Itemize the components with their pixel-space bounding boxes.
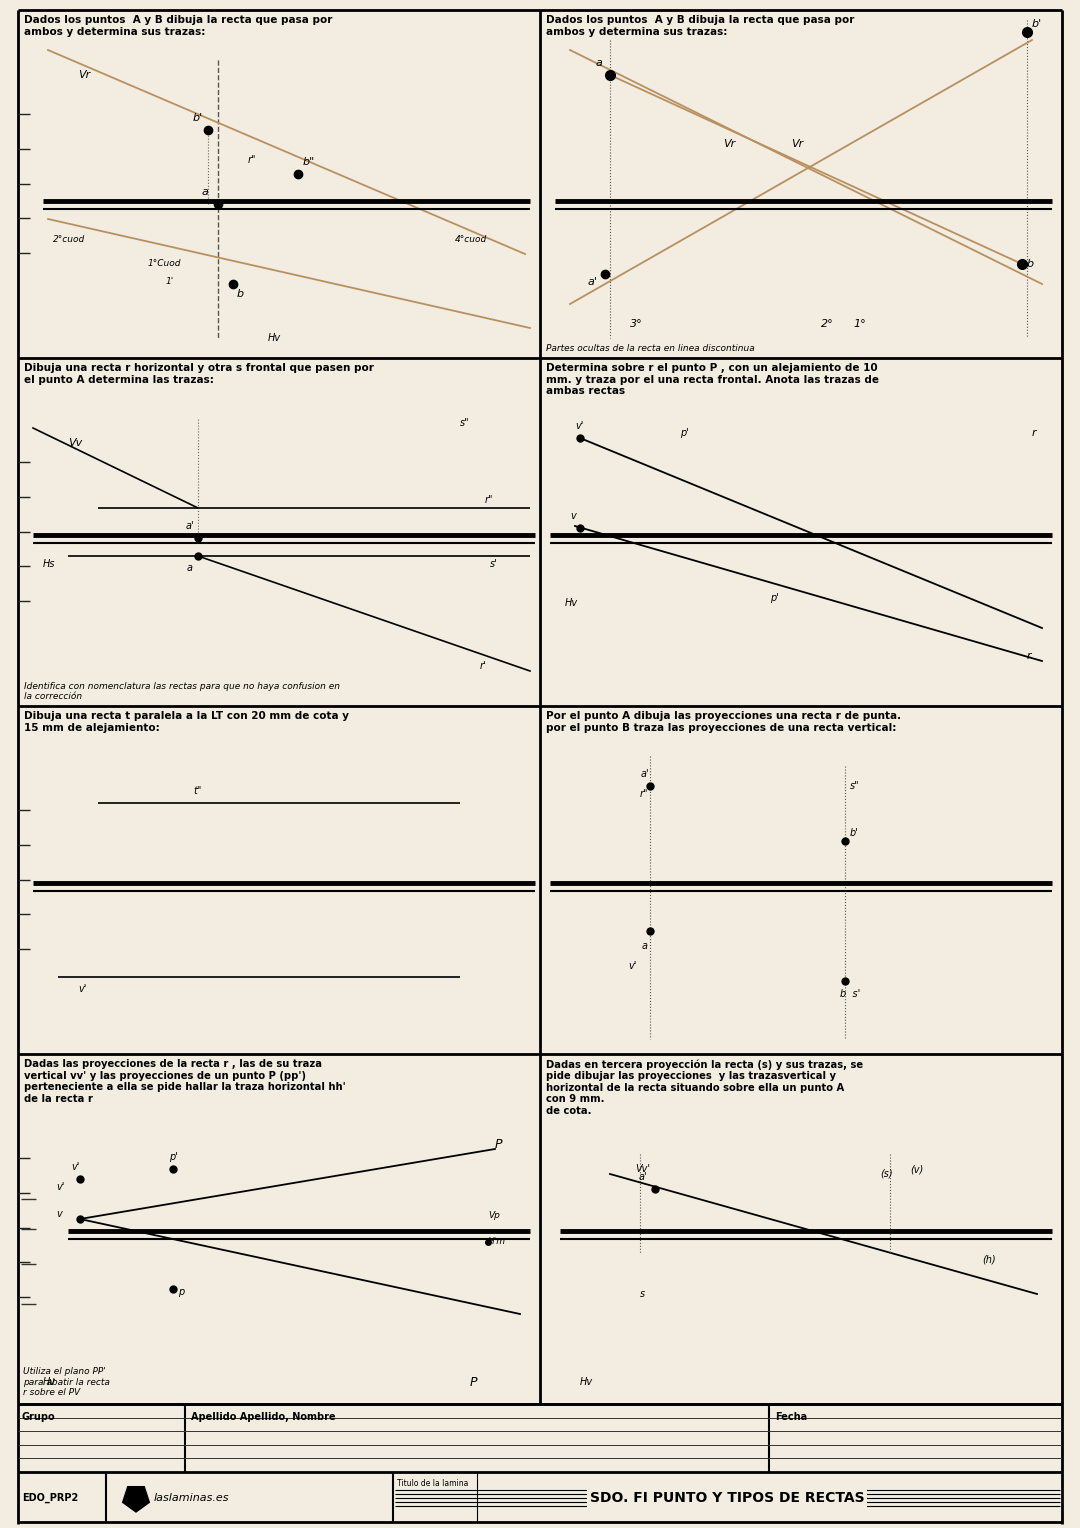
Text: Dados los puntos  A y B dibuja la recta que pasa por
ambos y determina sus traza: Dados los puntos A y B dibuja la recta q… xyxy=(24,15,333,37)
Text: s': s' xyxy=(490,559,498,568)
Text: Utiliza el plano PP'
para abatir la recta
r sobre el PV: Utiliza el plano PP' para abatir la rect… xyxy=(23,1368,110,1397)
Text: r: r xyxy=(1032,428,1037,439)
Text: r': r' xyxy=(480,662,487,671)
Text: v': v' xyxy=(575,422,583,431)
Text: 2°: 2° xyxy=(821,319,834,329)
Text: 2°cuod: 2°cuod xyxy=(53,234,85,243)
Text: r": r" xyxy=(485,495,494,504)
Text: 1°: 1° xyxy=(853,319,866,329)
Text: a: a xyxy=(201,186,208,197)
Text: a': a' xyxy=(638,1172,647,1183)
Text: b': b' xyxy=(1032,18,1042,29)
Text: Hv: Hv xyxy=(43,1377,56,1387)
Text: s": s" xyxy=(850,781,860,792)
Text: a': a' xyxy=(588,277,597,287)
Text: Identifica con nomenclatura las rectas para que no haya confusion en
la correcci: Identifica con nomenclatura las rectas p… xyxy=(24,681,340,701)
Text: (v): (v) xyxy=(910,1164,923,1174)
Text: v: v xyxy=(56,1209,62,1219)
Text: Hv: Hv xyxy=(268,333,281,342)
Text: b  s': b s' xyxy=(840,989,861,999)
Text: a': a' xyxy=(186,521,194,532)
Text: b': b' xyxy=(193,113,203,122)
Text: Grupo: Grupo xyxy=(22,1412,56,1423)
Text: t": t" xyxy=(193,785,201,796)
Text: Hs: Hs xyxy=(43,559,55,568)
Text: Vr: Vr xyxy=(78,70,91,79)
Text: r": r" xyxy=(640,788,648,799)
Text: b: b xyxy=(237,289,244,299)
Text: p': p' xyxy=(680,428,689,439)
Text: Determina sobre r el punto P , con un alejamiento de 10
mm. y traza por el una r: Determina sobre r el punto P , con un al… xyxy=(546,364,879,396)
Text: a: a xyxy=(595,58,602,69)
Text: Dadas las proyecciones de la recta r , las de su traza
vertical vv' y las proyec: Dadas las proyecciones de la recta r , l… xyxy=(24,1059,346,1103)
Text: SDO. FI PUNTO Y TIPOS DE RECTAS: SDO. FI PUNTO Y TIPOS DE RECTAS xyxy=(590,1491,864,1505)
Text: Dadas en tercera proyección la recta (s) y sus trazas, se
pide dibujar las proye: Dadas en tercera proyección la recta (s)… xyxy=(546,1059,863,1115)
Text: (h): (h) xyxy=(982,1254,996,1264)
Text: Dibuja una recta t paralela a la LT con 20 mm de cota y
15 mm de alejamiento:: Dibuja una recta t paralela a la LT con … xyxy=(24,711,349,732)
Text: a': a' xyxy=(640,769,649,779)
Text: v': v' xyxy=(627,961,636,970)
Text: Vp: Vp xyxy=(488,1212,500,1221)
Text: Apellido Apellido, Nombre: Apellido Apellido, Nombre xyxy=(191,1412,336,1423)
Text: Titulo de la lamina: Titulo de la lamina xyxy=(397,1479,469,1488)
Text: r": r" xyxy=(248,154,257,165)
Text: Dados los puntos  A y B dibuja la recta que pasa por
ambos y determina sus traza: Dados los puntos A y B dibuja la recta q… xyxy=(546,15,854,37)
Text: SDO. FI PUNTO Y TIPOS DE RECTAS: SDO. FI PUNTO Y TIPOS DE RECTAS xyxy=(590,1491,864,1505)
Text: b: b xyxy=(1027,260,1035,269)
Polygon shape xyxy=(123,1487,149,1513)
Text: b": b" xyxy=(303,157,315,167)
Text: r: r xyxy=(1027,651,1031,662)
Text: P: P xyxy=(470,1375,477,1389)
Text: 1': 1' xyxy=(166,278,174,287)
Text: Fecha: Fecha xyxy=(775,1412,807,1423)
Text: H'm: H'm xyxy=(488,1238,507,1247)
Text: Partes ocultas de la recta en linea discontinua: Partes ocultas de la recta en linea disc… xyxy=(546,344,755,353)
Text: p: p xyxy=(178,1287,185,1297)
Text: 4°cuod: 4°cuod xyxy=(455,234,487,243)
Text: Vv: Vv xyxy=(68,439,82,448)
Text: Vr: Vr xyxy=(723,139,735,150)
Text: Hv: Hv xyxy=(580,1377,593,1387)
Text: Hv: Hv xyxy=(565,597,578,608)
Text: v': v' xyxy=(78,984,86,995)
Text: 3°: 3° xyxy=(630,319,643,329)
Text: b': b' xyxy=(850,828,859,837)
Text: P: P xyxy=(495,1137,502,1151)
Text: EDO_PRP2: EDO_PRP2 xyxy=(22,1493,78,1504)
Text: (s): (s) xyxy=(880,1169,893,1180)
Text: s": s" xyxy=(460,419,470,428)
Text: Vv': Vv' xyxy=(635,1164,650,1174)
Text: v: v xyxy=(570,510,576,521)
Text: v': v' xyxy=(71,1161,79,1172)
Text: Vr: Vr xyxy=(791,139,804,150)
Text: Por el punto A dibuja las proyecciones una recta r de punta.
por el punto B traz: Por el punto A dibuja las proyecciones u… xyxy=(546,711,901,732)
Text: s: s xyxy=(640,1290,645,1299)
Text: v': v' xyxy=(56,1183,65,1192)
Text: 1°Cuod: 1°Cuod xyxy=(148,260,181,269)
Text: a: a xyxy=(187,562,193,573)
Text: p': p' xyxy=(770,593,779,604)
Text: Dibuja una recta r horizontal y otra s frontal que pasen por
el punto A determin: Dibuja una recta r horizontal y otra s f… xyxy=(24,364,374,385)
Text: p': p' xyxy=(168,1152,177,1161)
Text: laslaminas.es: laslaminas.es xyxy=(154,1493,229,1504)
Text: a: a xyxy=(642,941,648,950)
